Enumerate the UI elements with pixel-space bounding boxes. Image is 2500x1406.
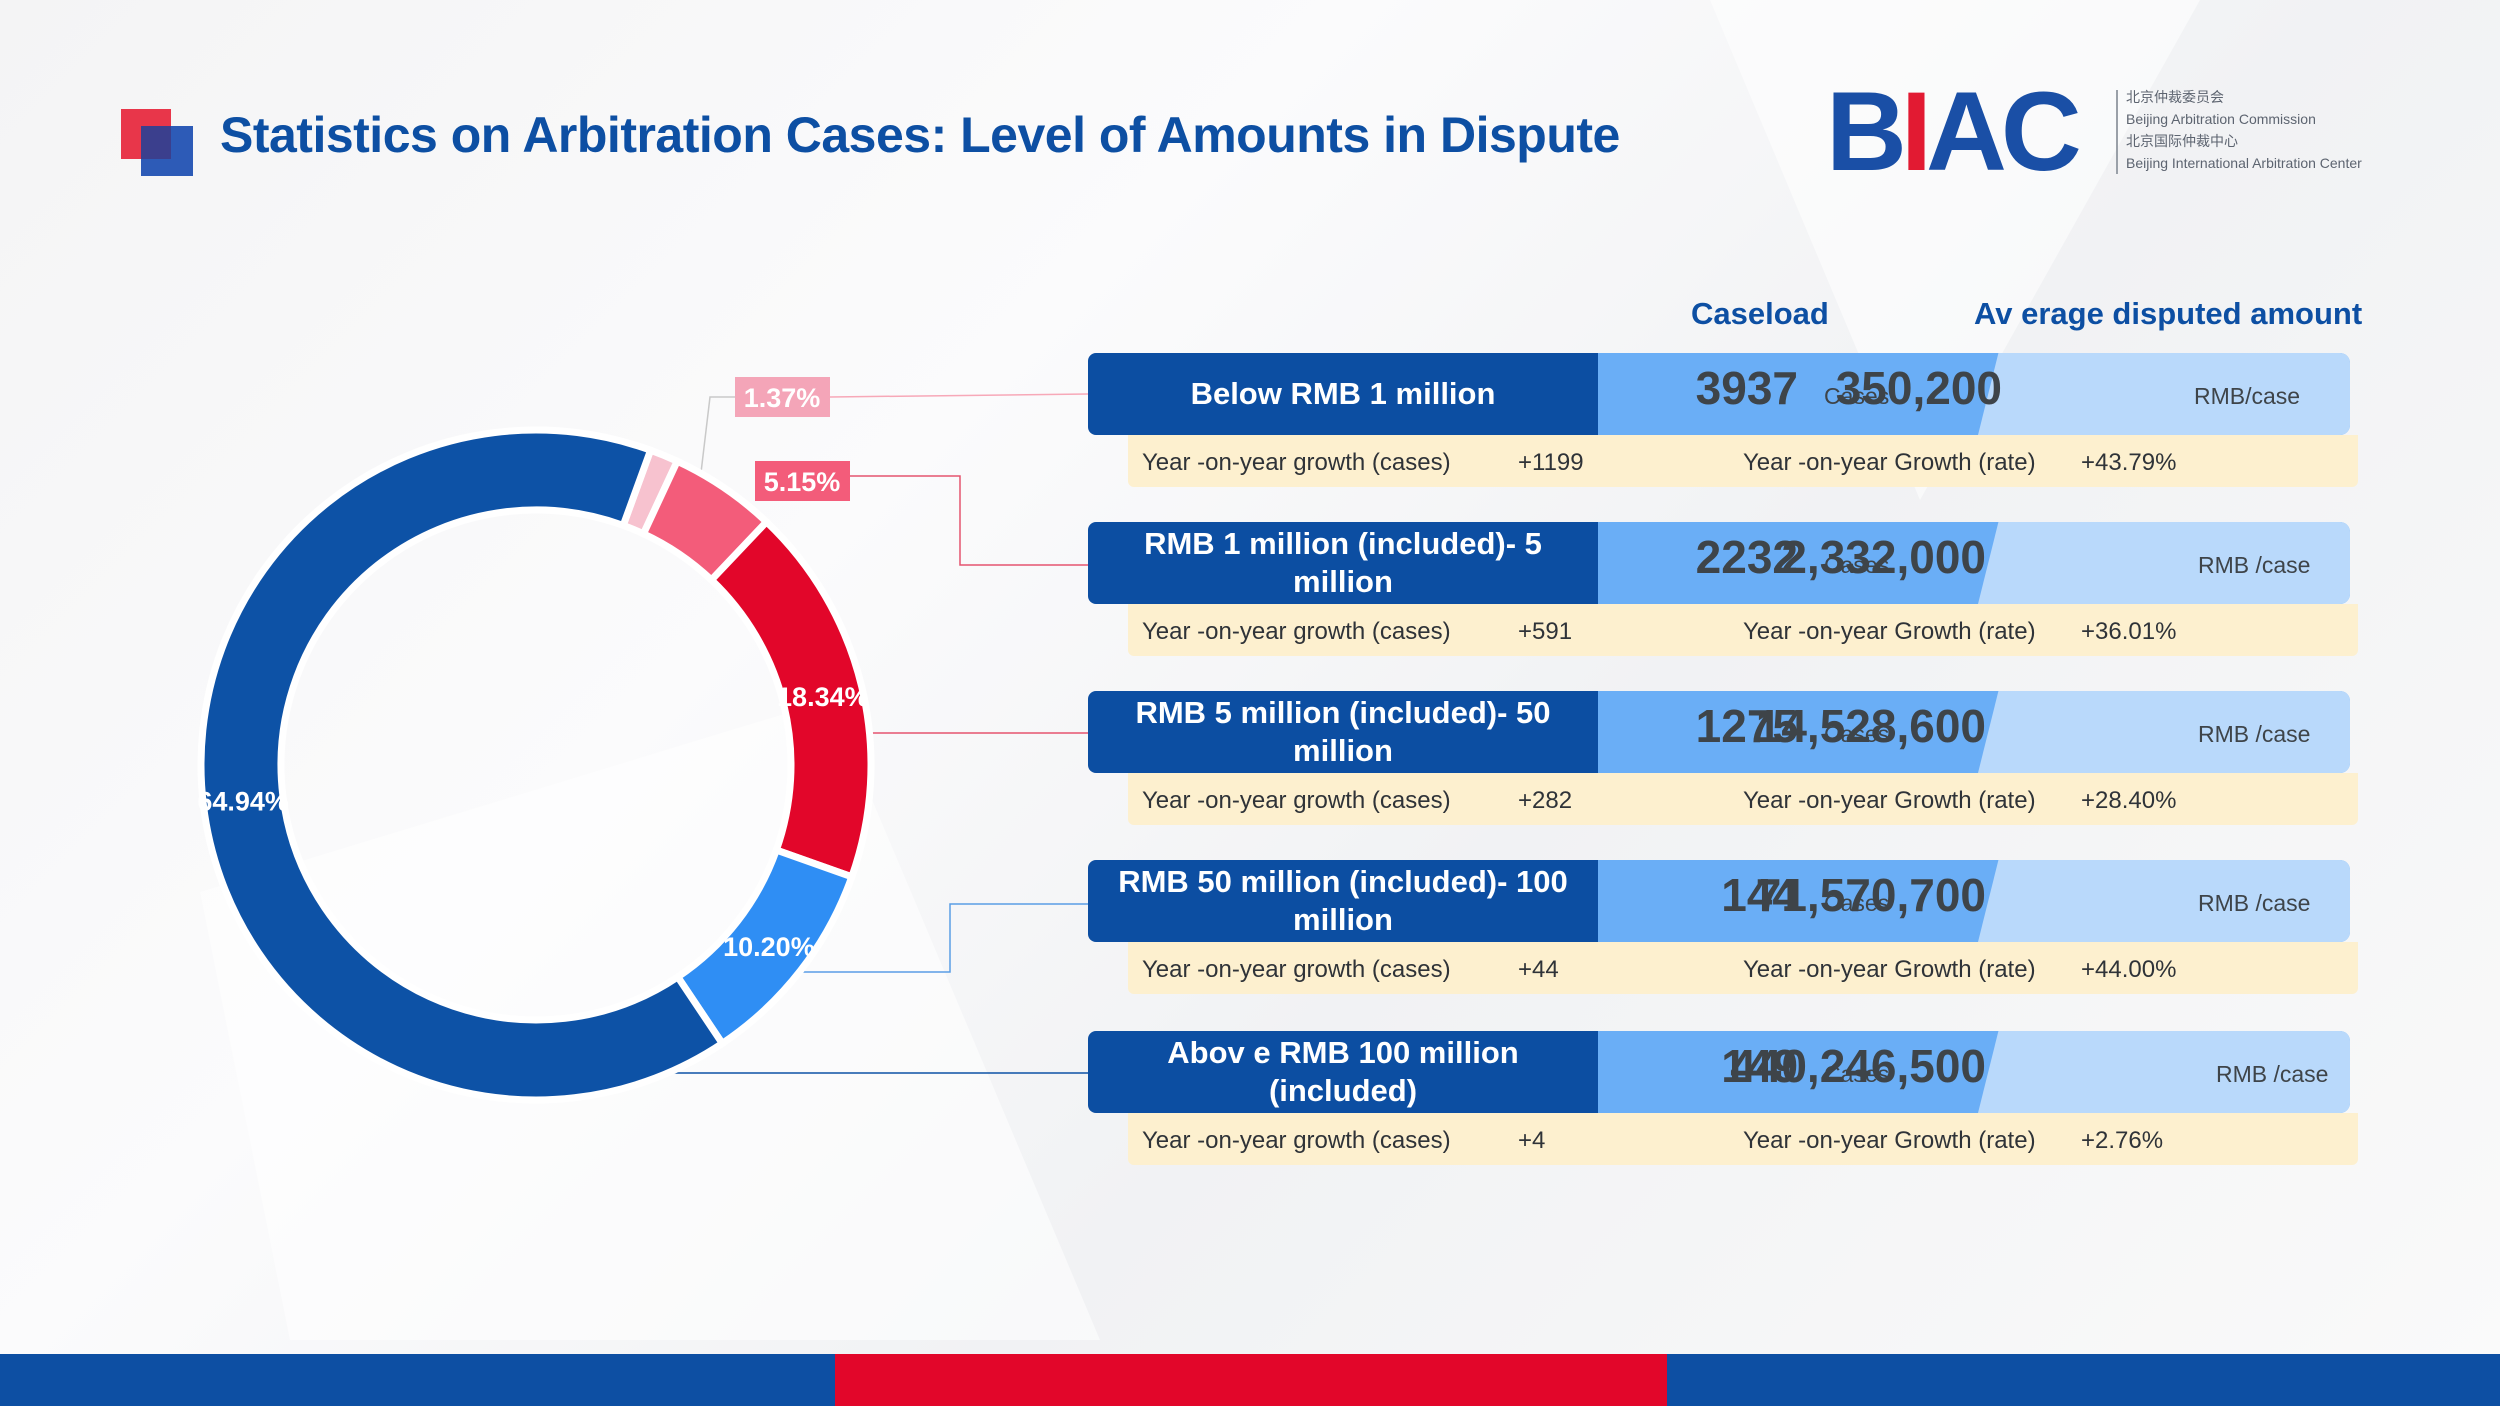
logo-wordmark: BIAC	[1826, 69, 2082, 194]
category-label: RMB 1 million (included)- 5 million	[1088, 522, 1598, 604]
footer-stripe-right	[1667, 1354, 2500, 1406]
average-amount-unit: RMB /case	[2198, 890, 2311, 916]
caseload-unit: Cases	[1824, 890, 1890, 916]
average-amount-value: 71,570,700	[1755, 869, 1986, 921]
average-amount-unit: RMB /case	[2216, 1061, 2329, 1087]
caseload-unit: Cases	[1824, 721, 1890, 747]
growth-cases-label: Year -on-year growth (cases)	[1142, 956, 1451, 983]
caseload-value: 1275	[1695, 700, 1798, 752]
category-label: RMB 5 million (included)- 50 million	[1088, 691, 1598, 773]
leader-line	[800, 903, 1088, 973]
slice-label: 18.34%	[777, 682, 869, 712]
bac-logo: BIAC 北京仲裁委员会 Beijing Arbitration Commiss…	[1826, 69, 2426, 194]
data-row: Year -on-year growth (cases) +4 Year -on-y…	[0, 1031, 2500, 1191]
growth-cases-label: Year -on-year growth (cases)	[1142, 449, 1451, 476]
growth-bar: Year -on-year growth (cases) +44 Year -on-…	[1128, 942, 2358, 994]
average-amount-header: Av erage disputed amount	[1974, 296, 2363, 331]
growth-bar: Year -on-year growth (cases) +4 Year -on-y…	[1128, 1113, 2358, 1165]
average-amount-unit: RMB/case	[2194, 383, 2301, 409]
footer-stripe-middle	[835, 1354, 1667, 1406]
slice-label: 5.15%	[764, 467, 841, 497]
data-row: Year -on-year growth (cases) +282 Year -on…	[0, 691, 2500, 851]
average-amount-unit: RMB /case	[2198, 721, 2311, 747]
growth-cases-label: Year -on-year growth (cases)	[1142, 618, 1451, 645]
growth-cases-label: Year -on-year growth (cases)	[1142, 787, 1451, 814]
growth-rate-value: +28.40%	[2081, 787, 2177, 814]
data-row: Year -on-year growth (cases) +1199 Year -o…	[0, 353, 2500, 513]
growth-rate-label: Year -on-year Growth (rate)	[1743, 618, 2036, 645]
growth-rate-value: +44.00%	[2081, 956, 2177, 983]
slice-label: 10.20%	[723, 932, 815, 962]
leader-line	[850, 475, 1088, 566]
growth-bar: Year -on-year growth (cases) +282 Year -on…	[1128, 773, 2358, 825]
caseload-unit: Cases	[1824, 552, 1890, 578]
footer-stripe-left	[0, 1354, 835, 1406]
donut-slice	[197, 426, 728, 1104]
growth-bar: Year -on-year growth (cases) +1199 Year -o…	[1128, 435, 2358, 487]
leader-line	[829, 393, 1089, 398]
data-row: Year -on-year growth (cases) +44 Year -on-…	[0, 860, 2500, 1020]
page-title: Statistics on Arbitration Cases: Level o…	[220, 107, 1620, 163]
slice-label: 64.94%	[197, 786, 289, 816]
growth-cases-label: Year -on-year growth (cases)	[1142, 1127, 1451, 1154]
logo-text: 北京仲裁委员会 Beijing Arbitration Commission 北…	[2126, 89, 2362, 171]
growth-rate-value: +43.79%	[2081, 449, 2177, 476]
growth-cases-value: +282	[1518, 787, 1573, 814]
growth-rate-label: Year -on-year Growth (rate)	[1743, 1127, 2036, 1154]
data-row: Year -on-year growth (cases) +591 Year -on…	[0, 522, 2500, 682]
title-logo-mark	[121, 109, 193, 176]
caseload-value: 3937	[1695, 362, 1798, 414]
growth-cases-value: +4	[1518, 1127, 1546, 1154]
average-amount-value: 350,200	[1835, 362, 2002, 414]
value-box: 1275 Cases 14,528,600 RMB /case	[1598, 691, 2350, 773]
category-label: Below RMB 1 million	[1088, 353, 1598, 435]
slice-label: 1.37%	[744, 383, 821, 413]
caseload-header: Caseload	[1691, 296, 1829, 331]
average-amount-value: 440,246,500	[1730, 1040, 1986, 1092]
average-amount-value: 2,332,000	[1781, 531, 1986, 583]
slice-callout-box	[735, 377, 830, 417]
average-amount-value: 14,528,600	[1755, 700, 1986, 752]
caseload-unit: Cases	[1824, 1061, 1890, 1087]
growth-rate-value: +36.01%	[2081, 618, 2177, 645]
caseload-value: 144	[1721, 869, 1798, 921]
growth-cases-value: +591	[1518, 618, 1573, 645]
slice-callout-box	[755, 461, 850, 501]
growth-cases-value: +44	[1518, 956, 1559, 983]
value-box: 144 Cases 71,570,700 RMB /case	[1598, 860, 2350, 942]
caseload-value: 2232	[1695, 531, 1798, 583]
value-box: 2232 Cases 2,332,000 RMB /case	[1598, 522, 2350, 604]
growth-bar: Year -on-year growth (cases) +591 Year -on…	[1128, 604, 2358, 656]
caseload-unit: Cases	[1824, 383, 1890, 409]
category-label: Abov e RMB 100 million (included)	[1088, 1031, 1598, 1113]
growth-rate-value: +2.76%	[2081, 1127, 2164, 1154]
value-box: 149 Cases 440,246,500 RMB /case	[1598, 1031, 2350, 1113]
growth-rate-label: Year -on-year Growth (rate)	[1743, 956, 2036, 983]
growth-rate-label: Year -on-year Growth (rate)	[1743, 787, 2036, 814]
growth-cases-value: +1199	[1518, 449, 1584, 476]
growth-rate-label: Year -on-year Growth (rate)	[1743, 449, 2036, 476]
caseload-value: 149	[1721, 1040, 1798, 1092]
category-label: RMB 50 million (included)- 100 million	[1088, 860, 1598, 942]
value-box: 3937 Cases 350,200 RMB/case	[1598, 353, 2350, 435]
average-amount-unit: RMB /case	[2198, 552, 2311, 578]
